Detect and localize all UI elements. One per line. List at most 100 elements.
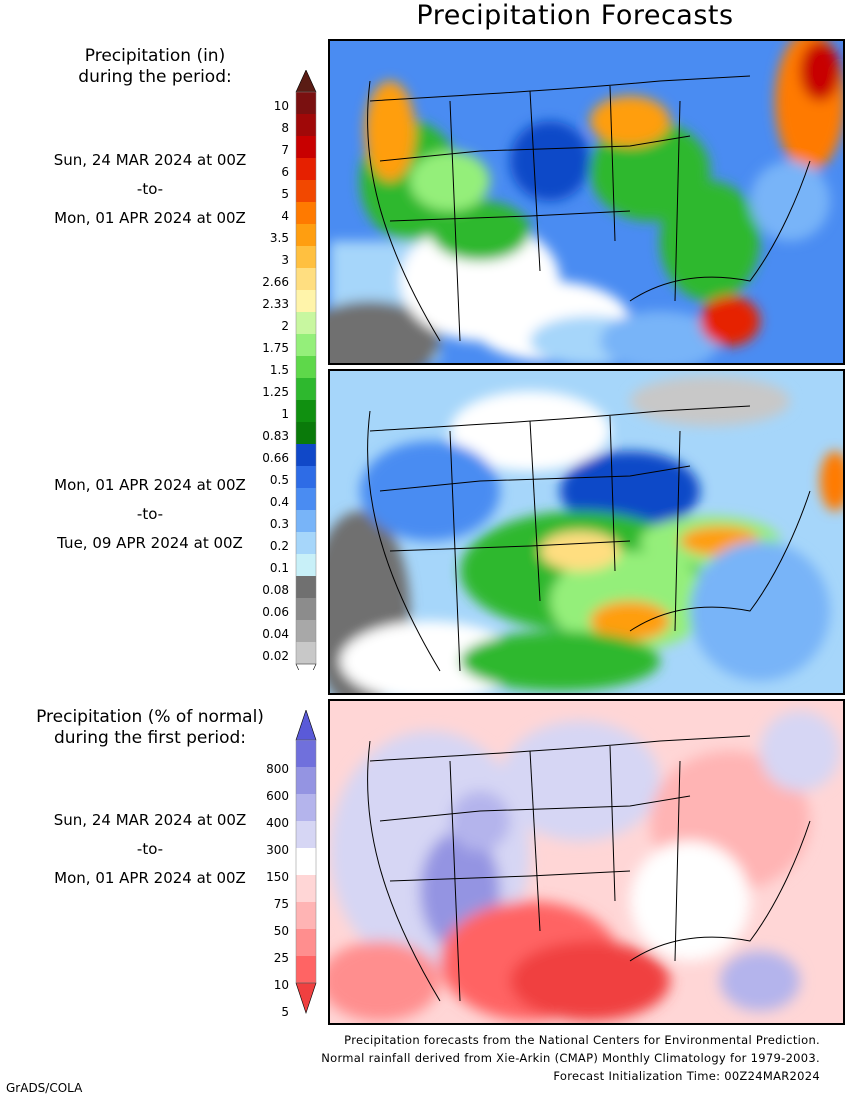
colorbar-tick-label: 0.66	[262, 451, 289, 465]
colorbar-tick-label: 0.08	[262, 583, 289, 597]
colorbar-swatch	[296, 875, 316, 902]
colorbar-swatch	[296, 136, 316, 158]
colorbar-tick-label: 50	[273, 924, 289, 938]
colorbar-tick-label: 1.25	[262, 385, 289, 399]
period1-start: Sun, 24 MAR 2024 at 00Z	[53, 151, 247, 169]
colorbar-swatch	[296, 821, 316, 848]
period3-dates: Sun, 24 MAR 2024 at 00Z -to- Mon, 01 APR…	[25, 806, 275, 893]
colorbar-swatch	[296, 902, 316, 929]
period1-sep: -to-	[136, 180, 164, 198]
colorbar-swatch	[296, 356, 316, 378]
colorbar-tick-label: 0.02	[262, 649, 289, 663]
period1-dates: Sun, 24 MAR 2024 at 00Z -to- Mon, 01 APR…	[25, 146, 275, 233]
colorbar-outline	[295, 91, 317, 665]
colorbar-bottom-triangle	[295, 982, 317, 1014]
map-panel-period1-amount	[328, 39, 845, 365]
colorbar-tick-label: 0.06	[262, 605, 289, 619]
credit-line-1: Precipitation forecasts from the Nationa…	[344, 1033, 820, 1047]
colorbar-tick-label: 3.5	[269, 231, 289, 245]
colorbar-swatch	[296, 794, 316, 821]
colorbar-swatch	[296, 158, 316, 180]
amount-colorbar	[295, 70, 317, 670]
period2-end: Tue, 09 APR 2024 at 00Z	[57, 534, 243, 552]
colorbar-swatch	[296, 466, 316, 488]
colorbar-swatch	[296, 532, 316, 554]
period2-start: Mon, 01 APR 2024 at 00Z	[54, 476, 246, 494]
credit-line-3: Forecast Initialization Time: 00Z24MAR20…	[553, 1069, 820, 1083]
colorbar-tick-label: 0.4	[269, 495, 289, 509]
period3-start: Sun, 24 MAR 2024 at 00Z	[53, 811, 247, 829]
colorbar-swatch	[296, 400, 316, 422]
colorbar-tick-label: 0.83	[262, 429, 289, 443]
colorbar-swatch	[296, 312, 316, 334]
colorbar-swatch	[296, 422, 316, 444]
colorbar-swatch	[296, 620, 316, 642]
colorbar-tick-label: 7	[281, 143, 289, 157]
colorbar-bottom-triangle	[295, 663, 317, 670]
colorbar-tick-label: 5	[281, 187, 289, 201]
percent-legend-heading: Precipitation (% of normal) during the f…	[10, 707, 290, 749]
colorbar-tick-label: 2	[281, 319, 289, 333]
colorbar-outline	[295, 739, 317, 984]
colorbar-swatch	[296, 202, 316, 224]
amount-legend-heading-line2: during the period:	[78, 67, 232, 87]
period2-sep: -to-	[136, 505, 164, 523]
colorbar-tick-label: 0.1	[269, 561, 289, 575]
colorbar-swatch	[296, 554, 316, 576]
colorbar-tick-label: 300	[266, 843, 289, 857]
map-panel-percent-normal	[328, 699, 845, 1025]
colorbar-tick-label: 4	[281, 209, 289, 223]
percent-colorbar	[295, 710, 317, 1014]
period3-sep: -to-	[136, 840, 164, 858]
percent-legend-heading-line2: during the first period:	[53, 728, 247, 748]
colorbar-tick-label: 3	[281, 253, 289, 267]
colorbar-swatch	[296, 576, 316, 598]
colorbar-swatch	[296, 444, 316, 466]
credit-line-2: Normal rainfall derived from Xie-Arkin (…	[321, 1051, 820, 1065]
colorbar-swatch	[296, 848, 316, 875]
colorbar-tick-label: 1	[281, 407, 289, 421]
colorbar-tick-label: 10	[273, 99, 289, 113]
colorbar-swatch	[296, 114, 316, 136]
precip-percent-map	[330, 701, 843, 1023]
colorbar-tick-label: 800	[266, 762, 289, 776]
colorbar-tick-label: 0.5	[269, 473, 289, 487]
colorbar-swatch	[296, 740, 316, 767]
period2-dates: Mon, 01 APR 2024 at 00Z -to- Tue, 09 APR…	[25, 471, 275, 558]
colorbar-swatch	[296, 334, 316, 356]
colorbar-tick-label: 25	[273, 951, 289, 965]
colorbar-swatch	[296, 290, 316, 312]
amount-legend-heading-line1: Precipitation (in)	[84, 46, 226, 66]
colorbar-swatch	[296, 598, 316, 620]
colorbar-swatch	[296, 929, 316, 956]
colorbar-swatch	[296, 767, 316, 794]
precip-amount-map-2	[330, 371, 843, 693]
colorbar-swatch	[296, 92, 316, 114]
period1-end: Mon, 01 APR 2024 at 00Z	[54, 209, 246, 227]
colorbar-tick-label: 2.33	[262, 297, 289, 311]
amount-legend-heading: Precipitation (in) during the period:	[40, 46, 270, 88]
colorbar-tick-label: 0.04	[262, 627, 289, 641]
colorbar-tick-label: 1.5	[269, 363, 289, 377]
colorbar-tick-label: 600	[266, 789, 289, 803]
colorbar-tick-label: 0.3	[269, 517, 289, 531]
colorbar-tick-label: 75	[273, 897, 289, 911]
colorbar-tick-label: 10	[273, 978, 289, 992]
colorbar-swatch	[296, 488, 316, 510]
colorbar-top-triangle	[295, 70, 317, 93]
percent-legend-heading-line1: Precipitation (% of normal)	[36, 707, 264, 727]
colorbar-tick-label: 0.2	[269, 539, 289, 553]
software-credit: GrADS/COLA	[6, 1081, 83, 1095]
colorbar-tick-label: 400	[266, 816, 289, 830]
colorbar-tick-label: 150	[266, 870, 289, 884]
colorbar-tick-label: 1.75	[262, 341, 289, 355]
colorbar-swatch	[296, 224, 316, 246]
page-title: Precipitation Forecasts	[416, 0, 734, 31]
colorbar-tick-label: 5	[281, 1005, 289, 1019]
colorbar-swatch	[296, 510, 316, 532]
colorbar-tick-label: 6	[281, 165, 289, 179]
colorbar-swatch	[296, 378, 316, 400]
precip-amount-map-1	[330, 41, 843, 363]
colorbar-top-triangle	[295, 710, 317, 741]
colorbar-swatch	[296, 642, 316, 664]
